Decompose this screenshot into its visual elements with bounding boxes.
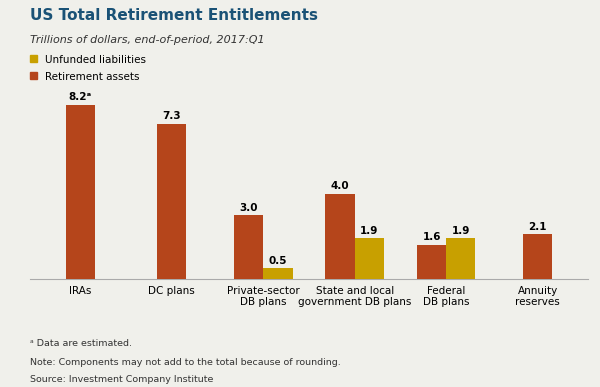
- Text: 0.5: 0.5: [269, 255, 287, 265]
- Text: 1.9: 1.9: [452, 226, 470, 236]
- Text: Retirement assets: Retirement assets: [45, 72, 139, 82]
- Text: 8.2ᵃ: 8.2ᵃ: [68, 92, 92, 103]
- Bar: [325, 194, 355, 279]
- Text: Note: Components may not add to the total because of rounding.: Note: Components may not add to the tota…: [30, 358, 341, 367]
- Bar: [523, 234, 553, 279]
- Text: Trillions of dollars, end-of-period, 2017:Q1: Trillions of dollars, end-of-period, 201…: [30, 35, 265, 45]
- Bar: [355, 238, 384, 279]
- Text: 4.0: 4.0: [331, 182, 349, 191]
- Bar: [65, 105, 95, 279]
- Bar: [417, 245, 446, 279]
- Text: 2.1: 2.1: [529, 222, 547, 231]
- Text: US Total Retirement Entitlements: US Total Retirement Entitlements: [30, 8, 318, 23]
- Text: 3.0: 3.0: [239, 202, 258, 212]
- Text: ᵃ Data are estimated.: ᵃ Data are estimated.: [30, 339, 132, 348]
- Bar: [263, 268, 293, 279]
- Bar: [234, 215, 263, 279]
- Text: 1.6: 1.6: [422, 232, 441, 242]
- Bar: [446, 238, 475, 279]
- Bar: [157, 124, 187, 279]
- Text: 7.3: 7.3: [163, 111, 181, 122]
- Text: 1.9: 1.9: [360, 226, 379, 236]
- Text: Unfunded liabilities: Unfunded liabilities: [45, 55, 146, 65]
- Text: Source: Investment Company Institute: Source: Investment Company Institute: [30, 375, 214, 384]
